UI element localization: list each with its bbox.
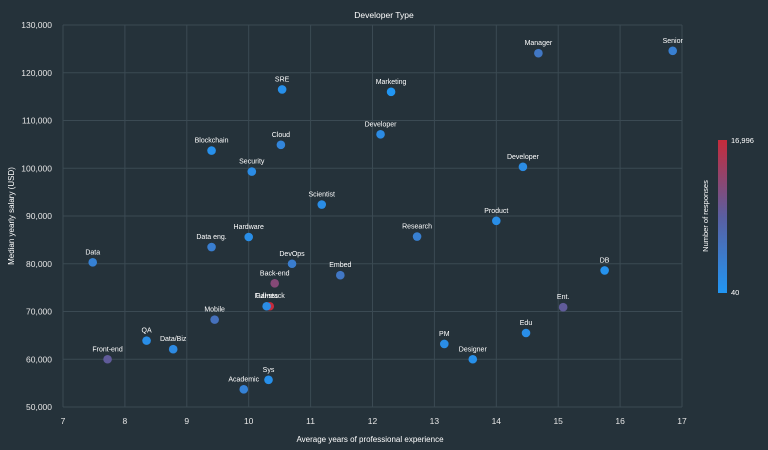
x-tick-label: 16 — [615, 416, 625, 426]
data-point — [534, 48, 543, 58]
data-point — [386, 87, 396, 97]
x-axis-title: Average years of professional experience — [296, 435, 444, 444]
data-point — [468, 354, 478, 364]
y-tick-label: 130,000 — [21, 20, 52, 30]
y-tick-label: 50,000 — [26, 402, 52, 412]
data-point — [336, 270, 345, 280]
data-point — [376, 130, 385, 139]
y-tick-label: 70,000 — [26, 307, 52, 317]
data-point-label: Designer — [459, 346, 488, 353]
data-point-label: Mobile — [204, 307, 225, 314]
data-point — [492, 216, 501, 226]
y-axis-ticks: 50,000 60,000 70,000 80,000 90,000 100,000 110… — [21, 20, 52, 412]
x-tick-label: 15 — [553, 416, 563, 426]
data-point — [600, 266, 609, 275]
x-tick-label: 11 — [306, 416, 315, 426]
data-point — [210, 315, 219, 324]
data-point-label: QA — [142, 328, 152, 335]
data-point-label: SRE — [275, 76, 290, 83]
data-point-label: Blockchain — [195, 138, 229, 145]
x-tick-label: 17 — [677, 416, 687, 426]
x-tick-label: 7 — [61, 416, 66, 426]
colorbar-title: Number of responses — [701, 180, 710, 252]
data-point — [287, 259, 297, 269]
data-point-label: Sys — [263, 367, 275, 374]
data-point — [142, 336, 151, 345]
data-point — [207, 242, 216, 252]
data-point — [668, 46, 678, 56]
y-tick-label: 90,000 — [26, 211, 52, 221]
data-point-label: DB — [600, 257, 610, 264]
data-point — [270, 279, 279, 288]
data-point — [412, 232, 422, 241]
data-point-label: Front-end — [92, 346, 122, 353]
data-point-label: Security — [239, 159, 265, 166]
x-axis-ticks: 7 8 9 10 11 12 13 14 15 16 17 — [61, 416, 687, 426]
data-points: Data Front-end QA Data/Biz Blockchain Data en… — [85, 38, 684, 394]
x-tick-label: 14 — [492, 416, 502, 426]
data-point-label: Developer — [365, 121, 398, 128]
data-point-label: Full-stack — [255, 293, 285, 300]
data-point-label: Ent. — [557, 294, 570, 301]
y-tick-label: 80,000 — [26, 259, 52, 269]
data-point — [317, 200, 327, 209]
data-point — [276, 140, 286, 150]
y-tick-label: 60,000 — [26, 354, 52, 364]
colorbar: 16,996 40 Number of responses — [701, 136, 754, 297]
x-tick-label: 8 — [123, 416, 128, 426]
data-point-label: Academic — [228, 376, 259, 383]
data-point-label: Embed — [329, 262, 351, 269]
data-point-label: Developer — [507, 154, 540, 161]
data-point-label: Data eng. — [196, 234, 226, 241]
data-point-label: Manager — [525, 40, 553, 47]
data-point — [244, 232, 253, 242]
data-point — [277, 85, 287, 94]
data-point-label: Data — [85, 249, 100, 256]
x-tick-label: 10 — [244, 416, 254, 426]
data-point-label: Scientist — [309, 192, 336, 199]
data-point-label: Cloud — [272, 132, 290, 139]
data-point — [88, 258, 98, 267]
y-tick-label: 120,000 — [21, 68, 52, 78]
data-point-label: Data/Biz — [160, 336, 187, 343]
data-point-label: Edu — [520, 320, 533, 327]
data-point — [521, 328, 531, 338]
x-tick-label: 13 — [430, 416, 440, 426]
data-point — [103, 354, 112, 364]
x-tick-label: 9 — [184, 416, 189, 426]
data-point — [262, 301, 271, 311]
data-point — [518, 162, 528, 172]
data-point — [247, 167, 257, 176]
colorbar-max-label: 16,996 — [731, 136, 754, 145]
colorbar-gradient — [718, 140, 727, 293]
data-point-label: Hardware — [234, 224, 264, 231]
data-point — [558, 302, 568, 312]
colorbar-min-label: 40 — [731, 288, 739, 297]
y-tick-label: 100,000 — [21, 163, 52, 173]
grid — [62, 24, 683, 408]
x-tick-label: 12 — [368, 416, 378, 426]
data-point — [239, 385, 249, 394]
y-tick-label: 110,000 — [22, 116, 52, 126]
data-point-label: Games — [255, 293, 278, 300]
data-point — [207, 146, 216, 155]
data-point — [440, 339, 449, 349]
data-point-label: DevOps — [279, 251, 305, 258]
y-axis-title: Median yearly salary (USD) — [7, 167, 16, 265]
data-point-label: Senior — [663, 38, 684, 45]
data-point — [264, 375, 273, 385]
data-point-label: Marketing — [376, 79, 407, 86]
chart-title: Developer Type — [354, 10, 414, 20]
data-point-label: Research — [402, 224, 432, 231]
data-point — [168, 344, 178, 354]
data-point-label: PM — [439, 331, 450, 338]
data-point-label: Product — [484, 208, 508, 215]
data-point-label: Back-end — [260, 270, 290, 277]
